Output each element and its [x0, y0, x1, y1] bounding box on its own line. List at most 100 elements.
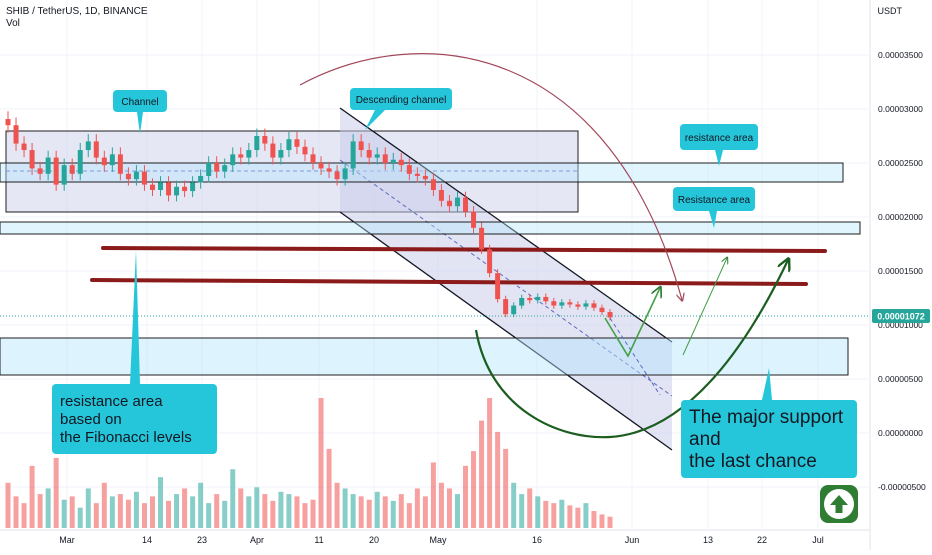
volume-bar [535, 496, 541, 528]
candle-body [5, 119, 11, 126]
candle-body [318, 163, 324, 169]
candle-body [45, 157, 51, 174]
y-axis-ticks: 0.00003500 0.00003000 0.00002500 0.00002000… [878, 50, 926, 492]
volume-bar [511, 482, 517, 528]
candle-body [374, 154, 380, 158]
volume-bar [422, 496, 428, 528]
callout-support-line3: the last chance [689, 451, 817, 472]
candle-body [583, 303, 589, 307]
candle-body [479, 227, 485, 250]
candle-body [535, 296, 541, 301]
bounce-arrow [604, 288, 660, 358]
callout-descending-channel[interactable]: Descending channel [350, 88, 452, 130]
price-axis[interactable] [870, 0, 932, 550]
callout-fib-resistance[interactable]: resistance area based on the Fibonacci l… [52, 250, 217, 454]
x-tick-label: 22 [757, 535, 767, 545]
x-tick-label: 23 [197, 535, 207, 545]
candle-body [166, 182, 172, 196]
volume-bar [13, 496, 19, 528]
volume-bar [374, 491, 380, 528]
volume-bar [182, 488, 188, 528]
candle-body [206, 163, 212, 176]
candle-body [446, 200, 452, 207]
candle-body [366, 150, 372, 158]
y-tick-label: 0.00001500 [878, 266, 923, 276]
volume-bar [310, 499, 316, 528]
candle-body [575, 304, 581, 307]
projection-arc [299, 53, 682, 300]
candle-body [599, 307, 605, 313]
symbol-title: SHIB / TetherUS, 1D, BINANCE [6, 6, 148, 17]
volume-bar [53, 457, 59, 528]
candle-body [551, 301, 557, 306]
candle-body [422, 175, 428, 180]
callout-channel[interactable]: Channel [113, 90, 167, 134]
volume-bar [5, 482, 11, 528]
resistance-zone-lower [0, 221, 861, 235]
candle-body [182, 186, 188, 192]
volume-bar [390, 500, 396, 528]
volume-bar [294, 496, 300, 528]
descending-channel-mid [339, 159, 673, 397]
callout-resistance-lower[interactable]: Resistance area [673, 187, 755, 228]
candle-body [471, 211, 477, 228]
candle-body [350, 141, 356, 169]
volume-bar [471, 451, 477, 528]
candle-body [286, 139, 292, 151]
volume-bar [503, 448, 509, 528]
candle-body [190, 182, 196, 192]
candle-body [430, 179, 436, 190]
volume-bar [318, 398, 324, 528]
volume-bar [117, 494, 123, 528]
volume-bar [133, 491, 139, 528]
volume-bar [174, 494, 180, 528]
candle-body [438, 190, 444, 201]
volume-bar [37, 494, 43, 528]
candle-body [158, 182, 164, 190]
y-tick-label: 0.00003500 [878, 50, 923, 60]
volume-bar [166, 500, 172, 528]
support-curve [474, 260, 788, 439]
candle-body [270, 143, 276, 158]
candle-body [13, 125, 19, 144]
callout-resistance-upper[interactable]: resistance area [680, 124, 758, 166]
candle-body [543, 296, 549, 302]
candle-body [406, 165, 412, 174]
volume-bar [61, 499, 67, 528]
volume-bar [198, 482, 204, 528]
candle-body [230, 154, 236, 166]
candle-body [69, 165, 75, 174]
volume-bar [278, 491, 284, 528]
volume-bar [414, 488, 420, 528]
candle-body [125, 173, 131, 180]
candle-body [214, 163, 220, 172]
volume-bar [85, 488, 91, 528]
volume-bar [495, 431, 501, 528]
candle-body [302, 146, 308, 155]
x-tick-label: Apr [250, 535, 264, 545]
callout-channel-text: Channel [121, 97, 158, 108]
candle-body [29, 150, 35, 169]
candle-body [85, 141, 91, 151]
volume-bars [5, 398, 613, 528]
descending-channel-upper [339, 107, 673, 343]
x-tick-label: Mar [59, 535, 75, 545]
x-tick-label: Jul [812, 535, 824, 545]
candle-body [77, 150, 83, 174]
volume-bar [446, 488, 452, 528]
boost-button[interactable] [820, 485, 858, 523]
volume-bar [230, 469, 236, 528]
volume-bar [430, 462, 436, 528]
y-tick-label: 0.00003000 [878, 104, 923, 114]
volume-bar [206, 503, 212, 528]
callout-descending-channel-text: Descending channel [356, 95, 447, 106]
support-zone [0, 337, 849, 376]
volume-bar [238, 488, 244, 528]
callout-major-support[interactable]: The major support and the last chance [681, 368, 857, 478]
candle-body [101, 157, 107, 166]
candle-body [454, 197, 460, 207]
fib-resistance-line-2 [90, 278, 808, 286]
callout-support-line1: The major support [689, 407, 844, 428]
candle-body [246, 150, 252, 158]
